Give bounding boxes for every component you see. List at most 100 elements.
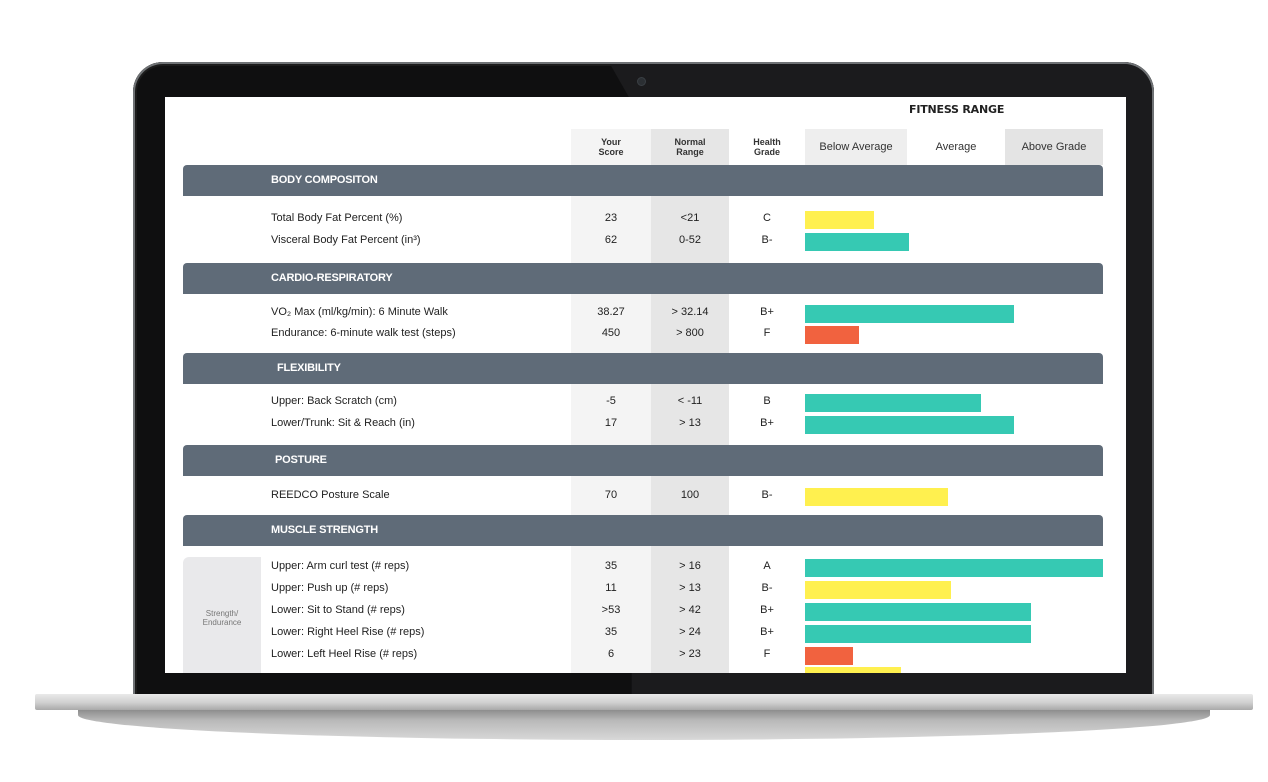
row-score: 38.27 xyxy=(597,306,625,318)
your-score-header-text: Your Score xyxy=(598,137,624,157)
fitness-bar xyxy=(805,581,951,599)
table-row: Upper: Push up (# reps) 11 > 13 B- xyxy=(165,578,1126,600)
average-header: Average xyxy=(907,129,1005,165)
section-cardio-respiratory: CARDIO-RESPIRATORY xyxy=(183,263,1103,294)
row-range: > 42 xyxy=(679,604,701,616)
section-title: CARDIO-RESPIRATORY xyxy=(271,272,393,284)
fitness-bar xyxy=(805,559,1103,577)
fitness-bar xyxy=(805,211,874,229)
row-score: 17 xyxy=(604,417,618,429)
row-grade: B+ xyxy=(760,604,774,616)
above-grade-header: Above Grade xyxy=(1005,129,1103,165)
row-grade: B+ xyxy=(760,417,774,429)
fitness-bar xyxy=(805,394,981,412)
score-column-bg xyxy=(571,129,651,673)
row-range: 0-52 xyxy=(678,234,702,246)
row-label: Lower: Right Heel Rise (# reps) xyxy=(271,626,425,638)
row-label: Lower: Sit to Stand (# reps) xyxy=(271,604,405,616)
row-range: > 24 xyxy=(679,626,701,638)
section-title: BODY COMPOSITON xyxy=(271,174,378,186)
normal-range-header-text: Normal Range xyxy=(674,137,706,157)
row-label: Lower: Left Heel Rise (# reps) xyxy=(271,648,418,660)
health-grade-header: Health Grade xyxy=(729,129,805,165)
section-body-composition: BODY COMPOSITON xyxy=(183,165,1103,196)
table-row: REEDCO Posture Scale 70 100 B- xyxy=(165,485,1126,507)
section-muscle-strength: MUSCLE STRENGTH xyxy=(183,515,1103,546)
row-range: <21 xyxy=(680,212,700,224)
row-range: > 16 xyxy=(679,560,701,572)
row-range: > 13 xyxy=(679,582,701,594)
section-title: POSTURE xyxy=(275,454,327,466)
table-row: VO₂ Max (ml/kg/min): 6 Minute Walk 38.27… xyxy=(165,302,1126,324)
fitness-bar xyxy=(805,488,948,506)
row-label: VO₂ Max (ml/kg/min): 6 Minute Walk xyxy=(271,306,448,318)
row-grade: B+ xyxy=(760,306,774,318)
fitness-range-title: FITNESS RANGE xyxy=(909,103,1005,116)
fitness-bar xyxy=(805,416,1014,434)
fitness-bar xyxy=(805,326,859,344)
grade-column-bg xyxy=(729,129,805,673)
fitness-bar xyxy=(805,603,1031,621)
row-score: 450 xyxy=(601,327,621,339)
section-flexibility: FLEXIBILITY xyxy=(183,353,1103,384)
row-score: >53 xyxy=(601,604,621,616)
your-score-header: Your Score xyxy=(571,129,651,165)
row-score: 11 xyxy=(605,582,617,594)
row-range: < -11 xyxy=(677,395,703,407)
row-grade: B+ xyxy=(760,626,774,638)
row-label: Upper: Arm curl test (# reps) xyxy=(271,560,410,572)
row-label: REEDCO Posture Scale xyxy=(271,489,390,501)
row-label: Upper: Push up (# reps) xyxy=(271,582,389,594)
fitness-bar xyxy=(805,233,909,251)
table-row: Visceral Body Fat Percent (in³) 62 0-52 … xyxy=(165,230,1126,252)
table-row: Lower: Right Heel Rise (# reps) 35 > 24 … xyxy=(165,622,1126,644)
table-row: Endurance: 6-minute walk test (steps) 45… xyxy=(165,323,1126,345)
fitness-bar xyxy=(805,625,1031,643)
table-row: Lower/Trunk: Sit & Reach (in) 17 > 13 B+ xyxy=(165,413,1126,435)
range-column-bg xyxy=(651,129,729,673)
row-grade: F xyxy=(763,327,771,339)
row-score: 35 xyxy=(604,626,618,638)
row-label: Lower/Trunk: Sit & Reach (in) xyxy=(271,417,415,429)
row-score: 62 xyxy=(604,234,618,246)
row-range: > 13 xyxy=(679,417,701,429)
row-score: 70 xyxy=(604,489,618,501)
below-average-header: Below Average xyxy=(805,129,907,165)
laptop-screen: FITNESS RANGE Your Score Normal Range He… xyxy=(165,97,1126,673)
fitness-bar xyxy=(805,305,1014,323)
row-label: Upper: Back Scratch (cm) xyxy=(271,395,397,407)
strength-endurance-label: Strength/ Endurance xyxy=(183,557,261,673)
row-label: Total Body Fat Percent (%) xyxy=(271,212,403,224)
row-grade: B- xyxy=(761,582,773,594)
row-grade: B xyxy=(763,395,771,407)
row-score: 6 xyxy=(607,648,615,660)
table-row: Lower: Sit to Stand (# reps) >53 > 42 B+ xyxy=(165,600,1126,622)
row-score: 35 xyxy=(604,560,618,572)
row-grade: B- xyxy=(761,234,773,246)
webcam-icon xyxy=(637,77,646,86)
fitness-bar xyxy=(805,647,853,665)
row-range: 100 xyxy=(680,489,700,501)
row-score: -5 xyxy=(606,395,616,407)
table-row: Lower: Left Heel Rise (# reps) 6 > 23 F xyxy=(165,644,1126,666)
table-row: Upper: Back Scratch (cm) -5 < -11 B xyxy=(165,391,1126,413)
row-score: 23 xyxy=(604,212,618,224)
side-label-text: Strength/ Endurance xyxy=(202,609,242,627)
cropped-row-bar xyxy=(805,667,901,673)
row-range: > 800 xyxy=(676,327,704,339)
row-range: > 23 xyxy=(679,648,701,660)
section-title: MUSCLE STRENGTH xyxy=(271,524,379,536)
row-grade: A xyxy=(763,560,771,572)
section-title: FLEXIBILITY xyxy=(277,362,341,374)
table-row: Upper: Arm curl test (# reps) 35 > 16 A xyxy=(165,556,1126,578)
row-label: Visceral Body Fat Percent (in³) xyxy=(271,234,421,246)
table-row: Total Body Fat Percent (%) 23 <21 C xyxy=(165,208,1126,230)
section-posture: POSTURE xyxy=(183,445,1103,476)
row-range: > 32.14 xyxy=(671,306,709,318)
row-label: Endurance: 6-minute walk test (steps) xyxy=(271,327,456,339)
health-grade-header-text: Health Grade xyxy=(753,137,781,157)
normal-range-header: Normal Range xyxy=(651,129,729,165)
row-grade: C xyxy=(763,212,771,224)
row-grade: F xyxy=(763,648,771,660)
laptop-base xyxy=(35,694,1253,710)
